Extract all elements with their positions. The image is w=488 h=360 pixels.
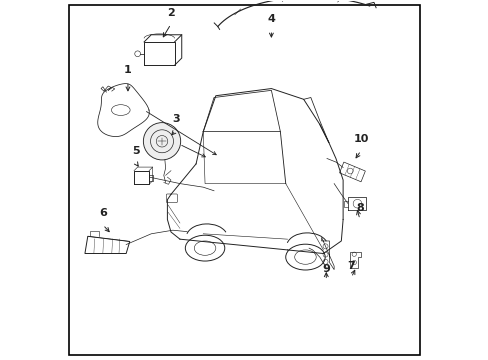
Text: 8: 8 xyxy=(355,203,363,213)
Text: 4: 4 xyxy=(267,14,275,24)
Text: 2: 2 xyxy=(167,8,175,18)
Text: 9: 9 xyxy=(322,264,329,274)
Text: 10: 10 xyxy=(353,134,368,144)
Text: 6: 6 xyxy=(99,208,106,219)
Text: 7: 7 xyxy=(347,261,354,271)
Text: 5: 5 xyxy=(132,146,140,156)
Text: 3: 3 xyxy=(171,114,179,124)
Circle shape xyxy=(143,123,180,160)
Text: 1: 1 xyxy=(124,65,132,75)
